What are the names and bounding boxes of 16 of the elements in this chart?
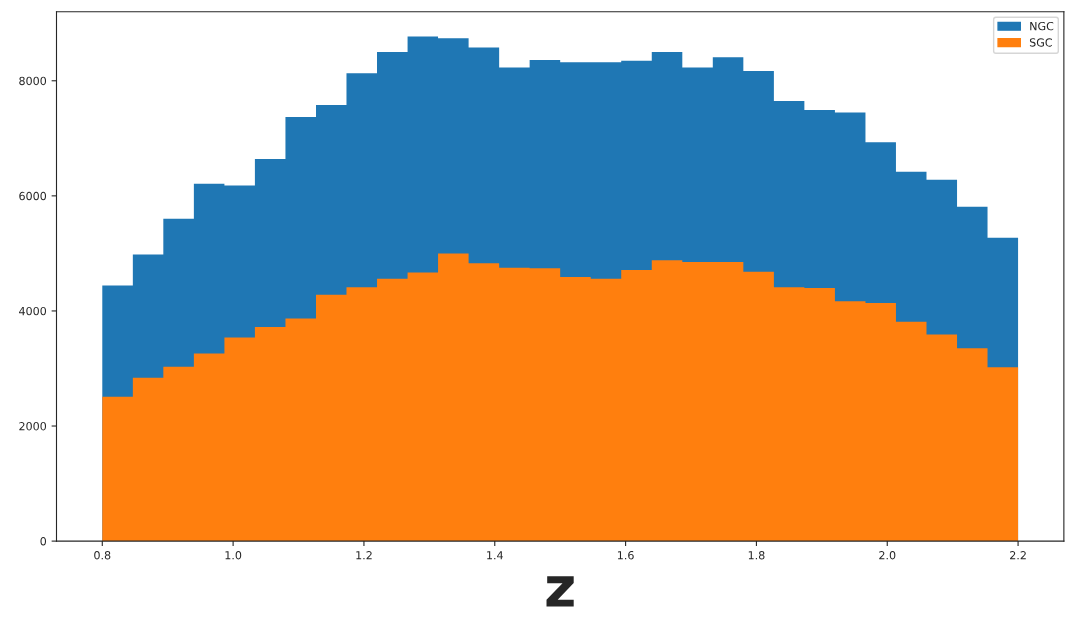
x-tick-label: 1.0 bbox=[225, 551, 242, 560]
x-tick-label: 1.6 bbox=[617, 551, 634, 560]
x-tick-label: 0.8 bbox=[94, 551, 111, 560]
x-axis-title: z bbox=[546, 576, 574, 607]
x-tick-label: 2.2 bbox=[1010, 551, 1026, 560]
y-tick-label: 2000 bbox=[19, 422, 47, 431]
y-tick-label: 8000 bbox=[19, 76, 47, 86]
x-tick-label: 2.0 bbox=[879, 551, 896, 560]
y-tick-label: 4000 bbox=[19, 306, 47, 316]
y-tick-label: 6000 bbox=[19, 191, 47, 201]
legend-label: NGC bbox=[1030, 21, 1054, 31]
x-tick-label: 1.4 bbox=[487, 551, 503, 560]
y-tick-label: 0 bbox=[40, 537, 47, 546]
legend-label: SGC bbox=[1029, 38, 1053, 47]
x-tick-label: 1.8 bbox=[748, 551, 765, 560]
x-tick-label: 1.2 bbox=[356, 551, 372, 560]
